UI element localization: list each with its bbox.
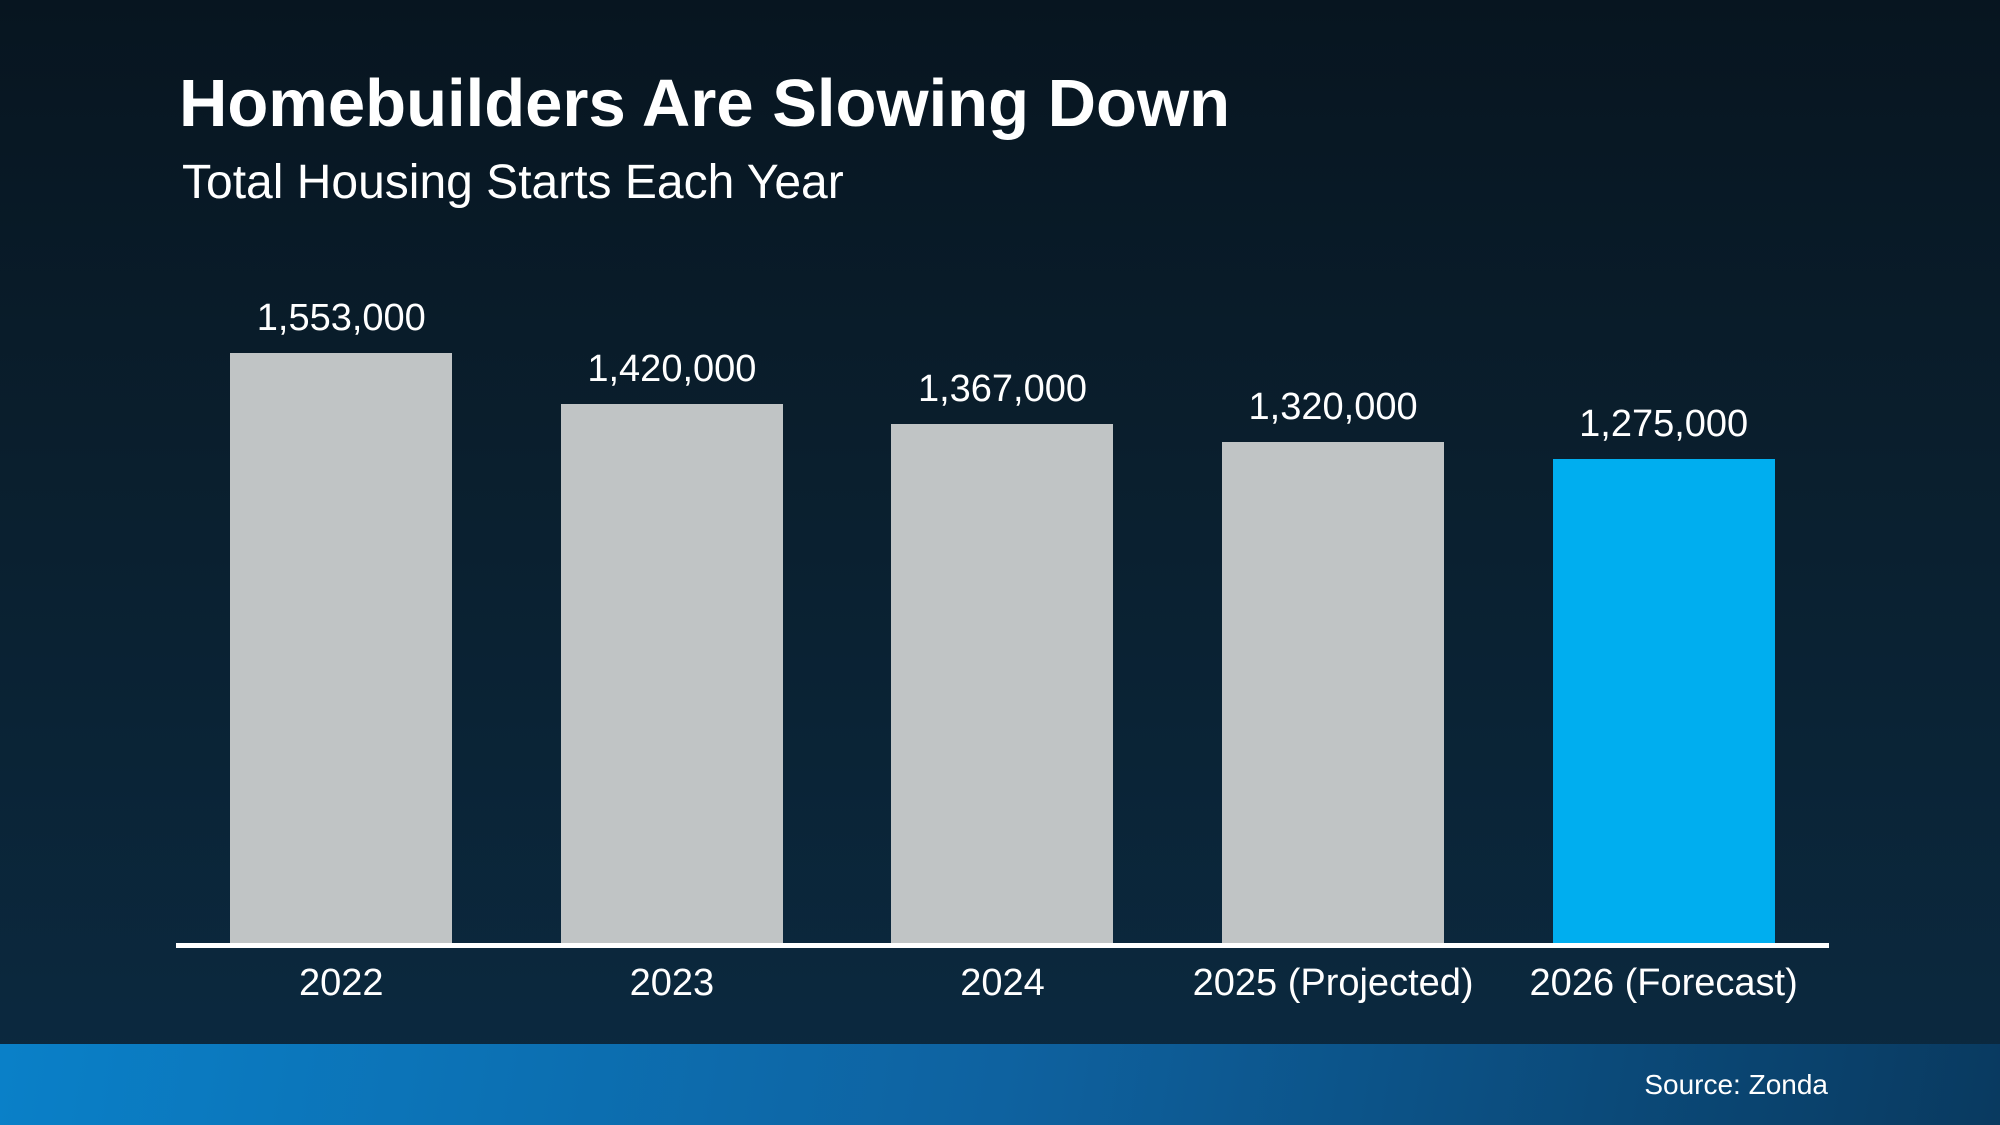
bar: [1222, 442, 1445, 945]
bar-value-label: 1,320,000: [1248, 386, 1418, 428]
bar-group: 1,320,000: [1168, 295, 1499, 945]
bar-group: 1,367,000: [837, 295, 1168, 945]
bar: [560, 404, 783, 945]
bar-group: 1,275,000: [1498, 295, 1829, 945]
bar-chart-plot-area: 1,553,000 1,420,000 1,367,000 1,320,000 …: [176, 295, 1829, 945]
category-label: 2026 (Forecast): [1529, 962, 1798, 1004]
x-axis-category-labels: 2022 2023 2024 2025 (Projected) 2026 (Fo…: [176, 960, 1829, 1006]
chart-subtitle: Total Housing Starts Each Year: [182, 156, 844, 209]
x-axis-line: [176, 943, 1829, 948]
bar: [230, 353, 453, 945]
bar: [891, 424, 1114, 945]
category-label: 2025 (Projected): [1192, 962, 1474, 1004]
bar-group: 1,420,000: [507, 295, 838, 945]
footer-brand-strip: Source: Zonda: [0, 1044, 2000, 1125]
page-title: Homebuilders Are Slowing Down: [179, 66, 1230, 141]
category-label: 2024: [960, 962, 1045, 1004]
category-label: 2023: [629, 962, 715, 1004]
source-attribution: Source: Zonda: [1644, 1068, 1828, 1100]
category-label: 2022: [299, 962, 384, 1004]
bar-value-label: 1,420,000: [587, 348, 757, 390]
bar-value-label: 1,367,000: [917, 368, 1088, 410]
bar-value-label: 1,553,000: [256, 297, 426, 339]
bar-group: 1,553,000: [176, 295, 507, 945]
bar-highlighted: [1552, 459, 1775, 945]
bar-value-label: 1,275,000: [1579, 403, 1749, 445]
